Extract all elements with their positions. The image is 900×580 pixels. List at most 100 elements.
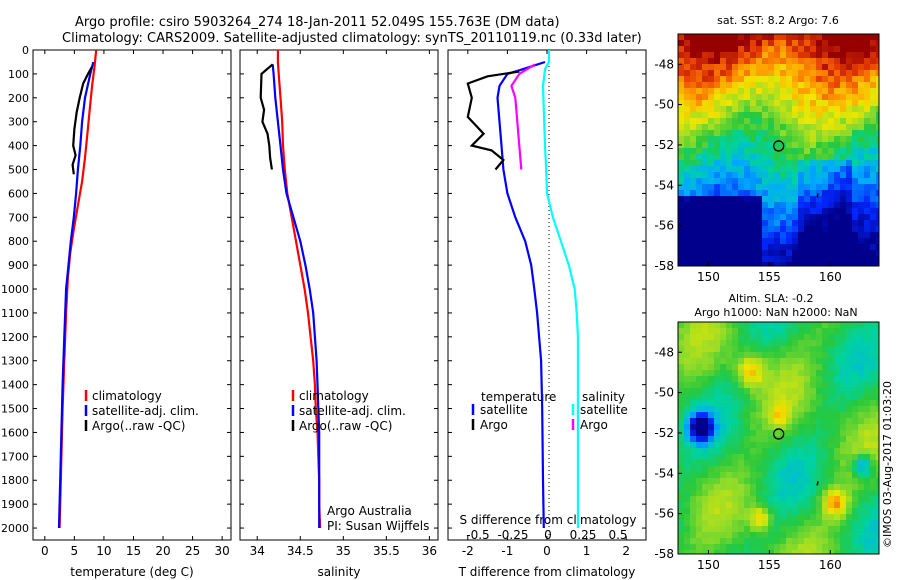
heatmap-cell: [750, 358, 756, 364]
heatmap-cell: [744, 250, 750, 256]
heatmap-cell: [714, 472, 720, 478]
heatmap-cell: [768, 106, 774, 112]
heatmap-cell: [708, 232, 714, 238]
heatmap-cell: [840, 340, 846, 346]
heatmap-cell: [738, 154, 744, 160]
heatmap-cell: [708, 490, 714, 496]
heatmap-cell: [738, 58, 744, 64]
heatmap-cell: [876, 220, 879, 226]
heatmap-cell: [678, 448, 684, 454]
heatmap-cell: [684, 424, 690, 430]
heatmap-cell: [780, 550, 786, 554]
heatmap-cell: [732, 244, 738, 250]
heatmap-cell: [852, 232, 858, 238]
heatmap-cell: [846, 100, 852, 106]
series-line-satellite: [496, 60, 546, 529]
heatmap-cell: [816, 220, 822, 226]
heatmap-cell: [852, 220, 858, 226]
heatmap-cell: [732, 148, 738, 154]
heatmap-cell: [762, 82, 768, 88]
heatmap-cell: [684, 64, 690, 70]
heatmap-cell: [840, 352, 846, 358]
heatmap-cell: [864, 238, 870, 244]
heatmap-cell: [780, 376, 786, 382]
heatmap-cell: [870, 100, 876, 106]
heatmap-cell: [738, 328, 744, 334]
heatmap-cell: [822, 136, 828, 142]
heatmap-cell: [756, 232, 762, 238]
heatmap-cell: [834, 100, 840, 106]
heatmap-cell: [828, 142, 834, 148]
heatmap-cell: [804, 130, 810, 136]
heatmap-cell: [714, 352, 720, 358]
heatmap-cell: [714, 502, 720, 508]
heatmap-cell: [816, 520, 822, 526]
heatmap-cell: [858, 520, 864, 526]
heatmap-cell: [702, 394, 708, 400]
heatmap-cell: [738, 358, 744, 364]
heatmap-cell: [684, 118, 690, 124]
heatmap-cell: [846, 256, 852, 262]
heatmap-cell: [852, 400, 858, 406]
heatmap-cell: [690, 106, 696, 112]
heatmap-cell: [714, 148, 720, 154]
heatmap-cell: [822, 232, 828, 238]
heatmap-cell: [864, 202, 870, 208]
heatmap-cell: [720, 544, 726, 550]
heatmap-cell: [732, 76, 738, 82]
heatmap-cell: [822, 364, 828, 370]
heatmap-cell: [876, 412, 879, 418]
heatmap-cell: [738, 184, 744, 190]
x-tick-label: 2: [622, 544, 630, 558]
heatmap-cell: [828, 70, 834, 76]
heatmap-cell: [744, 112, 750, 118]
heatmap-cell: [870, 394, 876, 400]
heatmap-cell: [822, 250, 828, 256]
heatmap-cell: [780, 244, 786, 250]
heatmap-cell: [792, 424, 798, 430]
x-tick-label: 20: [155, 544, 170, 558]
heatmap-cell: [720, 46, 726, 52]
heatmap-cell: [864, 448, 870, 454]
heatmap-cell: [774, 400, 780, 406]
heatmap-cell: [678, 394, 684, 400]
heatmap-cell: [798, 142, 804, 148]
heatmap-cell: [768, 112, 774, 118]
heatmap-cell: [708, 382, 714, 388]
heatmap-cell: [714, 460, 720, 466]
heatmap-cell: [714, 412, 720, 418]
heatmap-cell: [738, 34, 744, 40]
heatmap-cell: [726, 478, 732, 484]
legend-header-temperature: temperature: [481, 390, 556, 404]
heatmap-cell: [708, 364, 714, 370]
heatmap-cell: [834, 112, 840, 118]
heatmap-cell: [798, 448, 804, 454]
heatmap-cell: [708, 334, 714, 340]
heatmap-cell: [696, 520, 702, 526]
heatmap-cell: [870, 466, 876, 472]
heatmap-cell: [774, 388, 780, 394]
heatmap-cell: [684, 232, 690, 238]
heatmap-cell: [780, 256, 786, 262]
heatmap-cell: [768, 406, 774, 412]
heatmap-cell: [846, 460, 852, 466]
heatmap-cell: [732, 418, 738, 424]
heatmap-cell: [876, 442, 879, 448]
heatmap-cell: [828, 196, 834, 202]
heatmap-cell: [762, 88, 768, 94]
heatmap-cell: [762, 448, 768, 454]
heatmap-cell: [756, 100, 762, 106]
heatmap-cell: [768, 124, 774, 130]
heatmap-cell: [858, 328, 864, 334]
heatmap-cell: [750, 478, 756, 484]
heatmap-cell: [846, 436, 852, 442]
heatmap-cell: [684, 466, 690, 472]
x-tick-label: 15: [126, 544, 141, 558]
heatmap-cell: [726, 82, 732, 88]
heatmap-cell: [726, 532, 732, 538]
heatmap-cell: [678, 526, 684, 532]
heatmap-cell: [810, 496, 816, 502]
heatmap-cell: [792, 520, 798, 526]
heatmap-cell: [750, 154, 756, 160]
heatmap-cell: [726, 388, 732, 394]
